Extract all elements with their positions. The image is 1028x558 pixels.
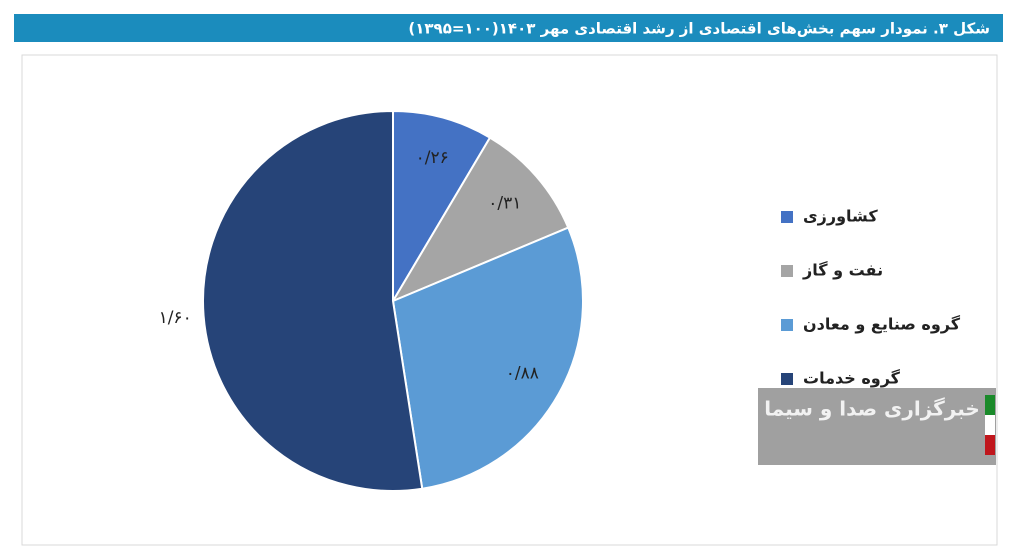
pie-slice <box>390 136 570 304</box>
pie-slice <box>392 109 492 305</box>
legend-swatch <box>781 211 793 223</box>
legend-swatch <box>781 373 793 385</box>
legend-label: گروه خدمات <box>803 369 901 388</box>
legend-label: گروه صنایع و معادن <box>803 315 961 334</box>
data-label: ۰/۲۶ <box>416 148 449 168</box>
legend-swatch <box>781 265 793 277</box>
pie-slice <box>391 226 584 490</box>
flag-white <box>985 415 995 435</box>
watermark-text: خبرگزاری صدا و سیما <box>764 397 980 421</box>
flag-green <box>985 395 995 415</box>
data-label: ۰/۸۸ <box>506 363 539 383</box>
legend-label: کشاورزی <box>803 207 878 226</box>
chart-title: شکل ۳. نمودار سهم بخش‌های اقتصادی از رشد… <box>408 20 990 38</box>
data-label: ۱/۶۰ <box>159 308 192 328</box>
plot-border <box>21 54 998 546</box>
watermark-box <box>758 388 996 465</box>
flag-red <box>985 435 995 455</box>
pie-slice <box>202 109 424 492</box>
legend-swatch <box>781 319 793 331</box>
title-bar <box>14 14 1003 42</box>
legend-label: نفت و گاز <box>802 261 883 280</box>
data-label: ۰/۳۱ <box>488 194 521 214</box>
